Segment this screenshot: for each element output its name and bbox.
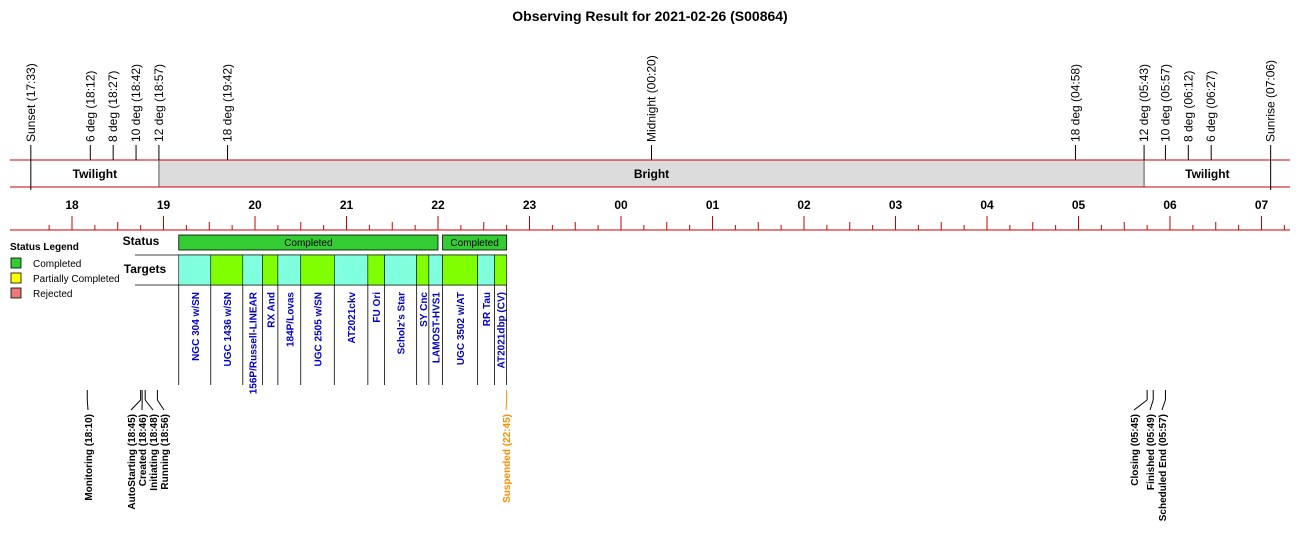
hour-tick-label: 23 xyxy=(523,198,537,212)
top-event-label: 12 deg (18:57) xyxy=(152,64,166,142)
top-event-label: 12 deg (05:43) xyxy=(1137,64,1151,142)
target-label: AT2021ckv xyxy=(347,292,358,344)
band-label: Bright xyxy=(634,167,669,181)
target-label: FU Ori xyxy=(372,292,383,323)
top-event-label: 8 deg (18:27) xyxy=(106,71,120,142)
target-block xyxy=(333,254,369,286)
top-event-label: 18 deg (04:58) xyxy=(1068,64,1082,142)
bottom-event-label: Initiating (18:48) xyxy=(149,414,160,491)
bottom-event-label: Monitoring (18:10) xyxy=(84,414,95,501)
hour-tick-label: 01 xyxy=(706,198,720,212)
target-block xyxy=(262,254,279,286)
target-label: 156P/Russell-LINEAR xyxy=(249,291,260,394)
hour-tick-label: 06 xyxy=(1163,198,1177,212)
top-event-label: 6 deg (18:12) xyxy=(83,71,97,142)
hour-tick-label: 21 xyxy=(340,198,354,212)
target-label: Scholz's Star xyxy=(397,292,408,355)
bottom-event-connector xyxy=(144,399,154,411)
target-label: SY Cnc xyxy=(419,292,430,327)
bottom-event-label: Created (18:46) xyxy=(138,414,149,486)
bottom-event-label: Closing (05:45) xyxy=(1130,414,1141,486)
bottom-event-label: AutoStarting (18:45) xyxy=(127,414,138,510)
hour-tick-label: 18 xyxy=(65,198,79,212)
status-bar-label: Completed xyxy=(284,238,332,249)
target-label: AT2021dbp (CV) xyxy=(497,292,508,369)
status-bar-label: Completed xyxy=(450,238,498,249)
hour-tick-label: 04 xyxy=(980,198,994,212)
bottom-event-connector xyxy=(505,399,508,411)
legend-item-label: Partially Completed xyxy=(33,274,120,285)
target-block xyxy=(300,254,335,286)
band-label: Twilight xyxy=(73,167,117,181)
target-block xyxy=(428,254,443,286)
hour-tick-label: 22 xyxy=(431,198,445,212)
hour-tick-label: 07 xyxy=(1255,198,1269,212)
band-label: Twilight xyxy=(1185,167,1229,181)
target-label: NGC 304 w/SN xyxy=(191,292,202,361)
hour-tick-label: 05 xyxy=(1072,198,1086,212)
top-event-label: Sunrise (07:06) xyxy=(1264,60,1278,142)
bottom-event-label: Finished (05:49) xyxy=(1146,414,1157,490)
target-block xyxy=(384,254,417,286)
bottom-event-connector xyxy=(130,399,141,411)
band-rect xyxy=(1144,160,1271,187)
bottom-event-connector xyxy=(1149,399,1154,411)
target-block xyxy=(416,254,430,286)
target-block xyxy=(210,254,244,286)
bottom-event-label: Scheduled End (05:57) xyxy=(1158,414,1169,521)
status-row-title: Status xyxy=(123,234,160,248)
target-block xyxy=(242,254,263,286)
top-event-label: Sunset (17:33) xyxy=(24,63,38,142)
top-event-label: 18 deg (19:42) xyxy=(221,64,235,142)
legend-swatch xyxy=(10,272,22,284)
target-block xyxy=(442,254,478,286)
top-event-label: 10 deg (05:57) xyxy=(1158,64,1172,142)
bottom-event-connector xyxy=(1133,399,1148,411)
chart-title: Observing Result for 2021-02-26 (S00864) xyxy=(512,8,787,24)
target-block xyxy=(277,254,302,286)
top-event-label: 10 deg (18:42) xyxy=(129,64,143,142)
bottom-event-connector xyxy=(86,399,89,411)
target-label: UGC 1436 w/SN xyxy=(223,292,234,366)
target-block xyxy=(178,254,212,286)
status-bar xyxy=(442,234,508,251)
target-label: LAMOST-HVS1 xyxy=(432,292,443,364)
top-event-label: Midnight (00:20) xyxy=(645,55,659,142)
target-label: UGC 3502 w/AT xyxy=(456,292,467,365)
target-label: 184P/Lovas xyxy=(285,292,296,347)
status-bar xyxy=(178,234,439,251)
target-label: RR Tau xyxy=(482,292,493,326)
hour-tick-label: 00 xyxy=(614,198,628,212)
hour-tick-label: 20 xyxy=(248,198,262,212)
top-event-label: 6 deg (06:27) xyxy=(1204,71,1218,142)
target-block xyxy=(494,254,507,286)
legend-item-label: Completed xyxy=(33,259,81,270)
hour-tick-label: 02 xyxy=(797,198,811,212)
legend-swatch xyxy=(10,287,22,299)
target-block xyxy=(477,254,495,286)
target-block xyxy=(367,254,385,286)
target-label: UGC 2505 w/SN xyxy=(314,292,325,366)
band-rect xyxy=(158,160,1145,187)
legend-swatch xyxy=(10,257,22,269)
target-label: RX And xyxy=(266,292,277,328)
band-rect xyxy=(30,160,159,187)
bottom-event-connector xyxy=(1161,399,1166,411)
legend-title: Status Legend xyxy=(10,242,79,253)
legend-item-label: Rejected xyxy=(33,289,72,300)
bottom-event-label: Suspended (22:45) xyxy=(502,414,513,503)
hour-tick-label: 03 xyxy=(889,198,903,212)
bottom-event-label: Running (18:56) xyxy=(160,414,171,490)
top-event-label: 8 deg (06:12) xyxy=(1181,71,1195,142)
bottom-event-connector xyxy=(156,399,165,411)
hour-tick-label: 19 xyxy=(157,198,171,212)
targets-row-title: Targets xyxy=(124,262,167,276)
